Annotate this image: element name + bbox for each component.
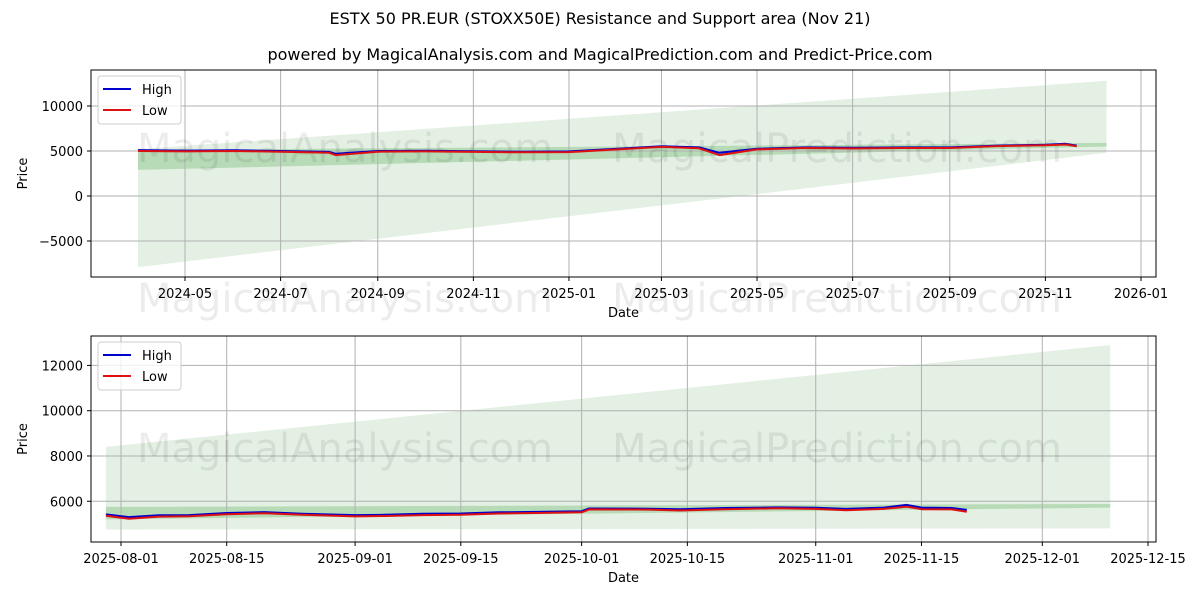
x-tick-label: 2025-11-15 (884, 552, 960, 567)
x-tick-label: 2025-09-15 (423, 552, 499, 567)
narrow-band-area (137, 142, 1107, 170)
watermark-text: MagicalAnalysis.com (137, 426, 553, 472)
wide-band-area (137, 80, 1107, 268)
y-tick-label: 12000 (42, 359, 83, 374)
y-tick-label: 8000 (50, 450, 83, 465)
x-tick-label: 2025-10-01 (544, 552, 620, 567)
x-tick-label: 2024-09 (351, 287, 405, 302)
wide-band-area (105, 345, 1111, 530)
x-tick-label: 2025-09 (923, 287, 977, 302)
x-tick-label: 2025-10-15 (650, 552, 726, 567)
x-axis-label: Date (608, 571, 639, 586)
y-tick-label: 10000 (42, 405, 83, 420)
y-tick-label: 0 (75, 190, 83, 205)
legend-label: High (142, 83, 172, 98)
x-tick-label: 2024-07 (253, 287, 307, 302)
x-tick-label: 2025-03 (634, 287, 688, 302)
y-tick-label: 6000 (50, 495, 83, 510)
x-tick-label: 2025-11-01 (778, 552, 854, 567)
y-tick-label: 10000 (42, 100, 83, 115)
watermark-text: MagicalAnalysis.com (137, 126, 553, 172)
low-series-line (137, 143, 1077, 157)
top-price-chart: MagicalAnalysis.com MagicalPrediction.com… (16, 69, 1168, 322)
axes-frame (90, 69, 1157, 278)
x-axis-label: Date (608, 306, 639, 321)
x-tick-label: 2024-05 (158, 287, 212, 302)
legend: High Low (97, 75, 182, 125)
x-tick-label: 2025-08-15 (189, 552, 265, 567)
high-series-line (105, 503, 967, 519)
watermark-text: MagicalAnalysis.com (137, 276, 553, 322)
bottom-price-chart: MagicalAnalysis.com MagicalPrediction.com… (16, 335, 1186, 586)
legend-label: High (142, 349, 172, 364)
x-tick-label: 2025-01 (542, 287, 596, 302)
y-axis-label: Price (16, 423, 31, 455)
axes-frame (90, 335, 1157, 543)
legend-label: Low (142, 104, 168, 119)
y-axis-label: Price (16, 158, 31, 190)
y-tick-label: 5000 (50, 145, 83, 160)
x-tick-label: 2025-05 (730, 287, 784, 302)
x-tick-label: 2025-09-01 (317, 552, 393, 567)
legend: High Low (97, 341, 182, 391)
chart-title: ESTX 50 PR.EUR (STOXX50E) Resistance and… (329, 9, 871, 28)
x-tick-label: 2025-12-01 (1004, 552, 1080, 567)
chart-subtitle: powered by MagicalAnalysis.com and Magic… (267, 45, 933, 64)
x-tick-label: 2025-12-15 (1110, 552, 1186, 567)
watermark-text: MagicalPrediction.com (612, 426, 1062, 472)
y-tick-label: −5000 (39, 235, 83, 250)
watermark-text: MagicalPrediction.com (612, 276, 1062, 322)
x-tick-label: 2026-01 (1114, 287, 1168, 302)
low-series-line (105, 505, 967, 520)
x-tick-label: 2025-07 (825, 287, 879, 302)
x-tick-label: 2025-08-01 (83, 552, 159, 567)
legend-label: Low (142, 370, 168, 385)
x-tick-label: 2025-11 (1018, 287, 1072, 302)
x-tick-label: 2024-11 (446, 287, 500, 302)
